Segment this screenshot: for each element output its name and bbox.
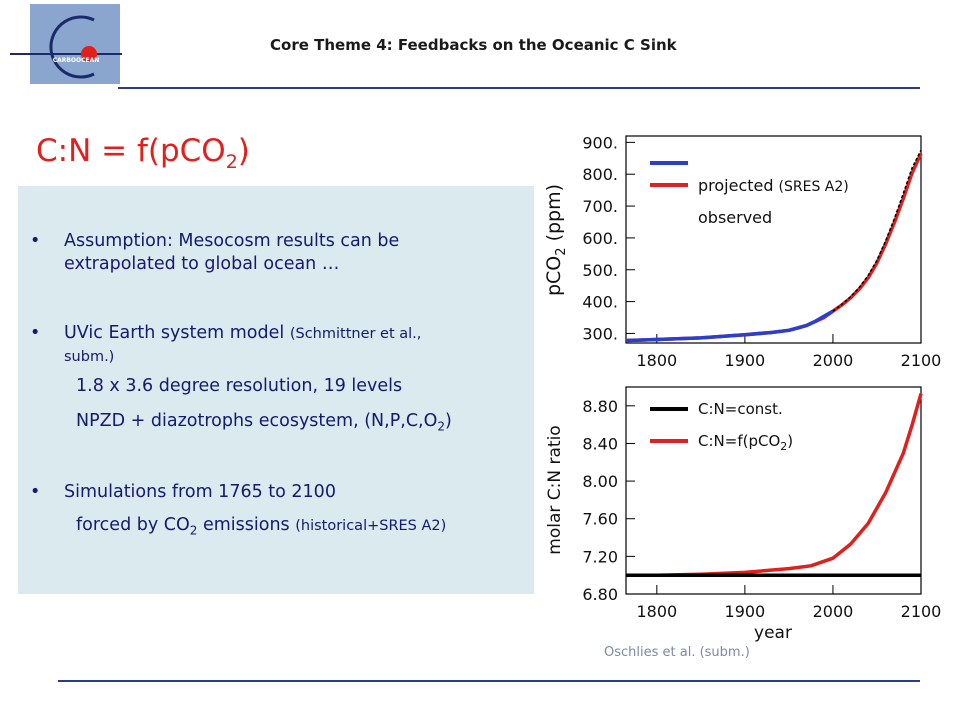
cn-x-ticks: 1800 1900 2000 2100 [636,585,941,621]
cn-ytick-label: 7.20 [582,547,618,566]
pco2-ytick-label: 700. [582,197,618,216]
bullet-3-main-2: emissions [197,515,296,535]
bullet-2-line-2: subm.) [64,345,114,369]
logo-text: CARBOOCEAN [53,57,100,64]
cn-ytick-label: 8.80 [582,397,618,416]
pco2-ytick-label: 900. [582,133,618,152]
pco2-xtick-label: 1800 [636,351,677,370]
bullet-2-main: UVic Earth system model [64,323,290,343]
logo-arc [49,15,95,79]
pco2-xtick-label: 2000 [813,351,854,370]
pco2-series-model [832,149,922,312]
pco2-ylabel: pCO2 (ppm) [543,184,569,296]
pco2-ytick-label: 600. [582,229,618,248]
cn-series-c-n-f-pco2- [626,393,923,577]
bullet-3-subscript: 2 [189,523,198,538]
bullet-1-line-2: extrapolated to global ocean … [64,254,340,274]
cn-xtick-label: 2000 [813,602,854,621]
cn-ytick-label: 8.00 [582,472,618,491]
cn-xtick-label: 1900 [725,602,766,621]
legend-observed: observed [698,208,772,227]
slide-title-main: C:N = f(pCO [36,133,226,169]
cn-series [626,393,923,577]
legend-cn-const: C:N=const. [698,400,783,418]
bullet-3-small: (historical+SRES A2) [295,518,447,534]
pco2-xtick-label: 1900 [725,351,766,370]
bullet-3-main: forced by CO [76,515,190,535]
pco2-y-ticks: 300. 400. 500. 600. 700. 800. 900. [582,133,635,343]
carboocean-logo: CARBOOCEAN [10,4,122,84]
cn-ytick-label: 8.40 [582,434,618,453]
slide-title: C:N = f(pCO2) [36,133,250,173]
pco2-ytick-label: 300. [582,324,618,343]
cn-xlabel: year [754,623,792,643]
header-title: Core Theme 4: Feedbacks on the Oceanic C… [270,36,677,54]
slide-title-sub: 2 [225,151,238,174]
bullet-dot: • [30,482,41,502]
bullet-2-sub-2-close: ) [445,411,452,431]
cn-plot-frame [625,386,922,595]
pco2-ytick-label: 800. [582,165,618,184]
bullet-2-sub-2-main: NPZD + diazotrophs ecosystem, (N,P,C,O [76,411,438,431]
cn-xtick-label: 2100 [901,602,942,621]
cn-ylabel: molar C:N ratio [545,425,565,554]
header-rule [118,87,920,89]
pco2-xtick-label: 2100 [901,351,942,370]
footer-rule [58,680,920,682]
bullet-2-text: UVic Earth system model (Schmittner et a… [64,322,421,346]
cn-ratio-chart: 6.80 7.20 7.60 8.00 8.40 8.80 1800 1900 2000 210… [545,386,941,643]
bullet-2-sub-1: 1.8 x 3.6 degree resolution, 19 levels [76,376,403,396]
pco2-series [625,149,923,343]
cn-xtick-label: 1800 [636,602,677,621]
cn-ytick-label: 6.80 [582,585,618,604]
bullet-2-sub-2: NPZD + diazotrophs ecosystem, (N,P,C,O2) [76,410,452,439]
logo-red-dot [81,46,97,62]
pco2-ytick-label: 400. [582,293,618,312]
bullet-2-citation-end: subm.) [64,349,115,365]
cn-ytick-label: 7.60 [582,510,618,529]
citation: Oschlies et al. (subm.) [604,645,750,660]
pco2-x-ticks: 1800 1900 2000 2100 [636,334,941,370]
bullet-dot: • [30,231,41,251]
legend-cn-f: C:N=f(pCO2) [698,432,793,453]
bullet-2-sub-2-subscript: 2 [437,419,446,434]
bullet-dot: • [30,323,41,343]
pco2-ytick-label: 500. [582,261,618,280]
bullet-panel: • Assumption: Mesocosm results can be ex… [18,186,534,594]
bullet-1-text: Assumption: Mesocosm results can be [64,231,400,251]
pco2-plot-frame [625,135,922,344]
cn-y-ticks: 6.80 7.20 7.60 8.00 8.40 8.80 [582,397,635,604]
bullet-2-citation: (Schmittner et al., [289,326,422,342]
legend-projected: projected (SRES A2) [698,176,849,195]
bullet-3-line-2: forced by CO2 emissions (historical+SRES… [76,514,446,543]
pco2-series-observed [625,309,834,343]
slide-title-close: ) [237,133,250,169]
pco2-chart: 300. 400. 500. 600. 700. 800. 900. 1800 1900 200… [543,133,941,370]
bullet-3-text: Simulations from 1765 to 2100 [64,482,336,502]
